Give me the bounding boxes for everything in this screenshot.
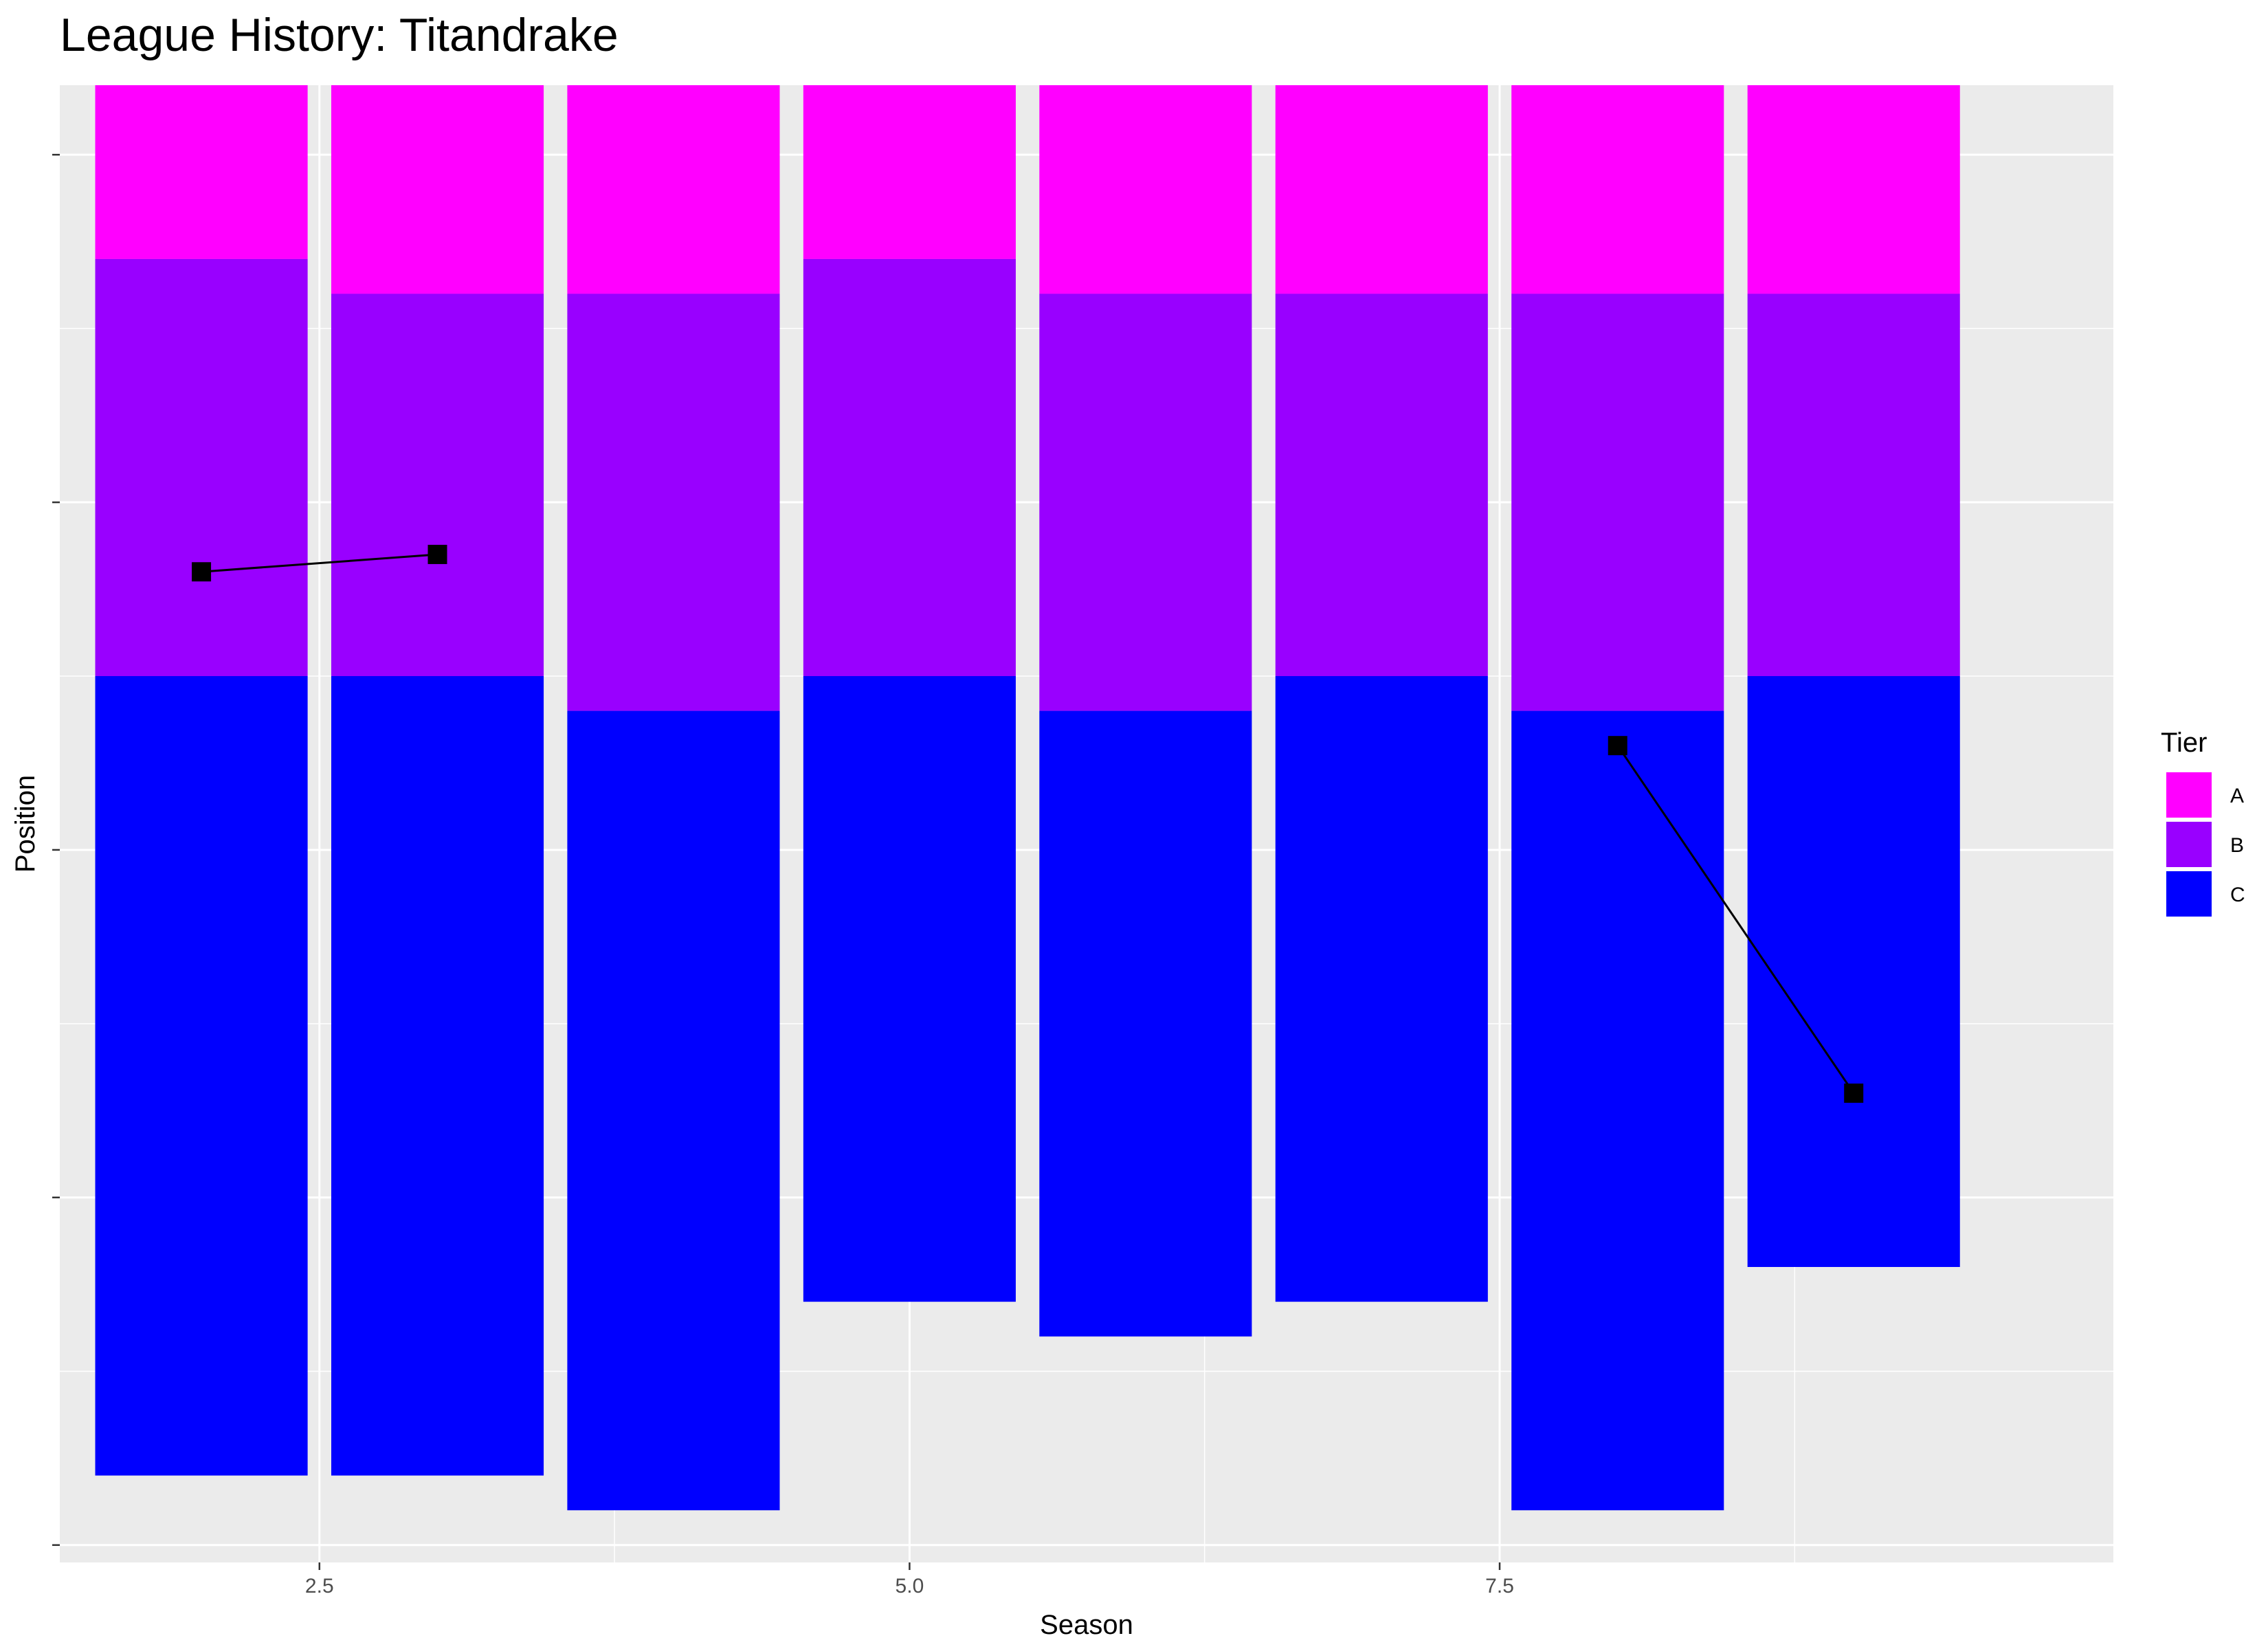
legend-label-b: B <box>2230 834 2244 857</box>
position-point <box>1844 1084 1864 1103</box>
bar-c-season-9 <box>1747 676 1960 1267</box>
x-tick-label: 2.5 <box>305 1575 334 1597</box>
bar-a-season-6 <box>1039 85 1252 294</box>
x-axis-ticks: 2.5 5.0 7.5 <box>305 1562 1514 1597</box>
bar-b-season-3 <box>331 293 544 676</box>
bar-c-season-2 <box>95 676 308 1476</box>
bar-a-season-8 <box>1511 85 1724 294</box>
bar-b-season-7 <box>1275 293 1488 676</box>
legend-key-a <box>2166 772 2212 818</box>
x-tick-label: 7.5 <box>1485 1575 1514 1597</box>
bar-b-season-9 <box>1747 293 1960 676</box>
bar-b-season-8 <box>1511 293 1724 711</box>
legend-items: A B C <box>2166 772 2245 917</box>
bar-b-season-2 <box>95 258 308 676</box>
bars <box>95 85 1960 1511</box>
bar-a-season-7 <box>1275 85 1488 294</box>
y-axis-ticks <box>52 153 60 1546</box>
bar-c-season-6 <box>1039 710 1252 1337</box>
bar-b-season-5 <box>803 258 1016 676</box>
bar-c-season-5 <box>803 676 1016 1302</box>
bar-a-season-4 <box>567 85 780 294</box>
bar-a-season-9 <box>1747 85 1960 294</box>
bar-a-season-3 <box>331 85 544 294</box>
legend-key-b <box>2166 822 2212 867</box>
chart-title: League History: Titandrake <box>60 9 619 61</box>
bar-c-season-4 <box>567 710 780 1511</box>
bar-c-season-3 <box>331 676 544 1476</box>
bar-b-season-6 <box>1039 293 1252 711</box>
bar-b-season-4 <box>567 293 780 711</box>
legend: Tier A B C <box>2161 728 2245 917</box>
x-axis-title: Season <box>1040 1610 1133 1640</box>
legend-label-c: C <box>2230 884 2245 906</box>
position-point <box>1608 736 1627 756</box>
position-point <box>427 544 447 564</box>
position-line-segment <box>201 553 438 573</box>
legend-label-a: A <box>2230 785 2244 807</box>
bar-a-season-5 <box>803 85 1016 259</box>
position-line-segment <box>1616 745 1855 1094</box>
position-point <box>192 562 212 582</box>
bar-c-season-7 <box>1275 676 1488 1302</box>
y-axis-title: Position <box>10 775 41 873</box>
position-line <box>192 544 1864 1103</box>
legend-title: Tier <box>2161 728 2207 758</box>
bar-a-season-2 <box>95 85 308 259</box>
x-tick-label: 5.0 <box>896 1575 924 1597</box>
legend-key-c <box>2166 871 2212 917</box>
bar-c-season-8 <box>1511 710 1724 1511</box>
